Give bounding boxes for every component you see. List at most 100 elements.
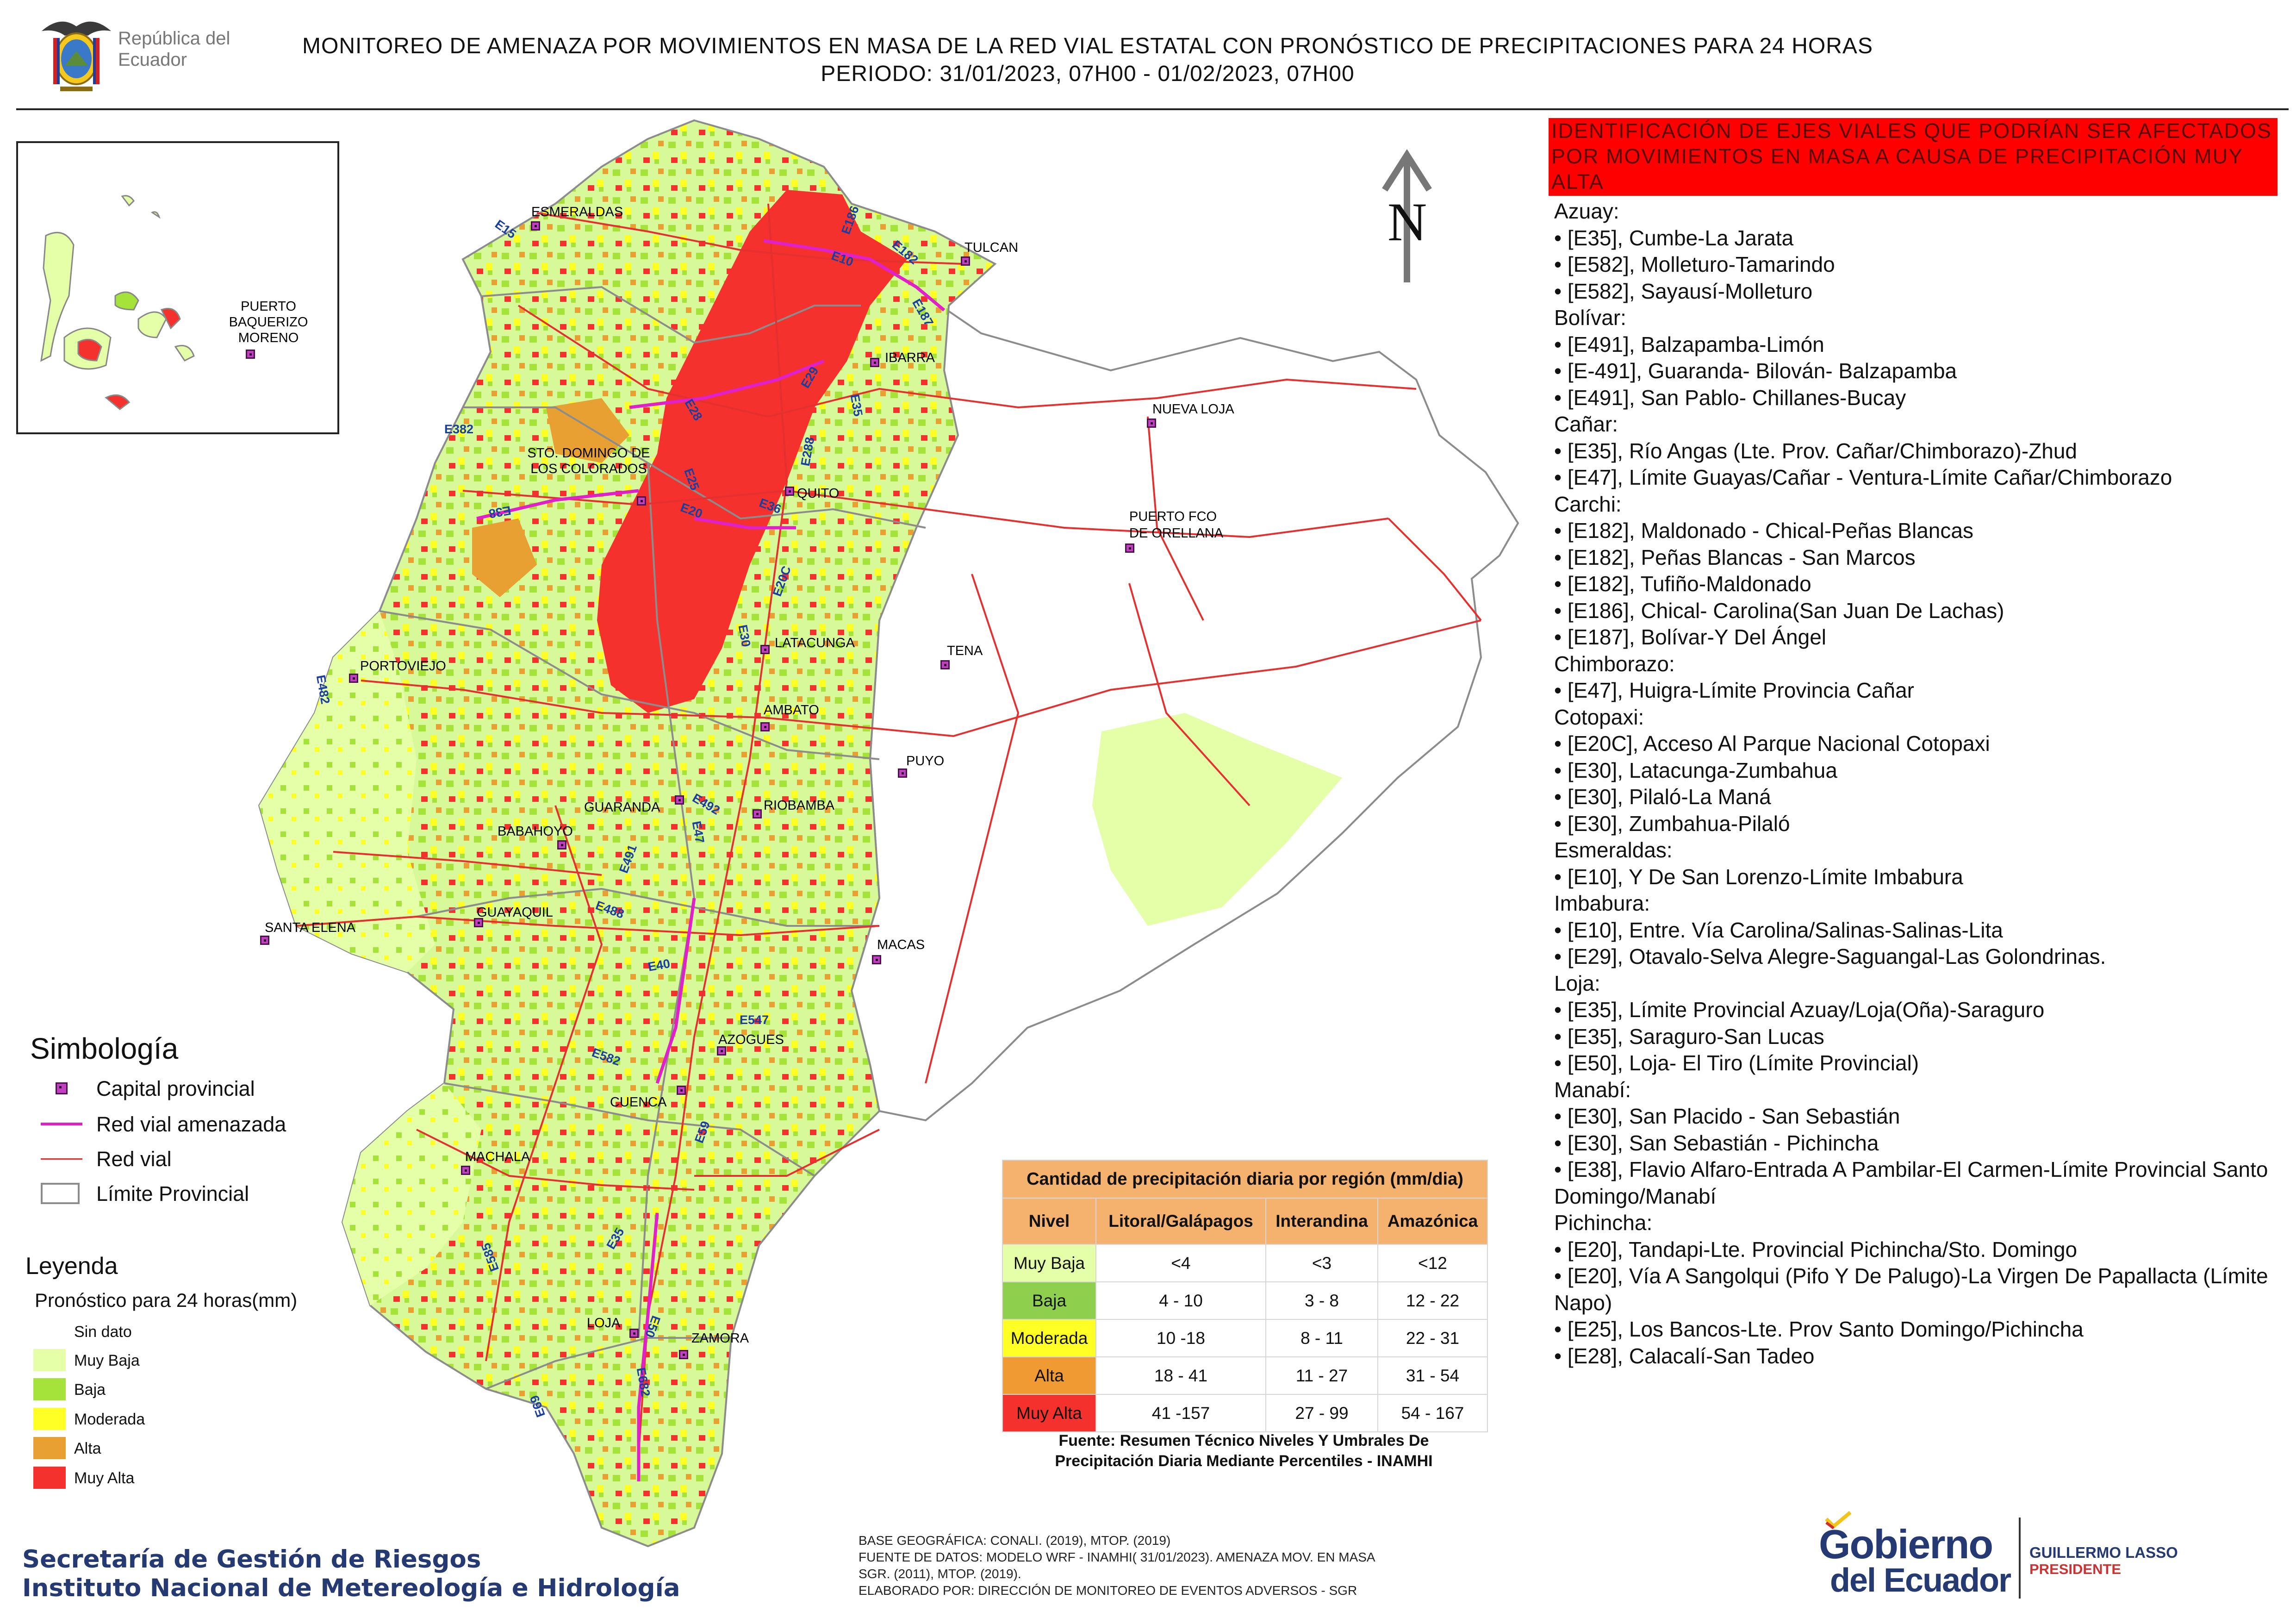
city-label: IBARRA — [885, 350, 935, 365]
province-heading: Manabí: — [1554, 1077, 1631, 1102]
capital-marker — [961, 256, 970, 266]
leyenda-title: Leyenda — [25, 1253, 118, 1280]
table-header: Litoral/Galápagos — [1095, 1198, 1266, 1245]
city-label: ZAMORA — [691, 1331, 749, 1346]
nivel-cell: Muy Baja — [1002, 1244, 1096, 1282]
muy-alta-zone — [597, 190, 907, 713]
road-item: • [E10], Y De San Lorenzo-Límite Imbabur… — [1554, 864, 1963, 889]
table-source: Fuente: Resumen Técnico Niveles Y Umbral… — [1002, 1430, 1486, 1471]
city-label: RIOBAMBA — [764, 798, 835, 813]
city-label: BABAHOYO — [498, 824, 573, 839]
road-item: • [E491], Balzapamba-Limón — [1554, 332, 1824, 356]
nivel-cell: Moderada — [1002, 1319, 1096, 1357]
province-heading: Chimborazo: — [1554, 651, 1675, 676]
road-item: • [E186], Chical- Carolina(San Juan De L… — [1554, 598, 2004, 623]
road-item: • [E582], Sayausí-Molleturo — [1554, 279, 1813, 303]
city-label-puerto-baquerizo: PUERTO BAQUERIZO MORENO — [229, 299, 308, 345]
legend-swatch — [33, 1437, 66, 1459]
president-role: PRESIDENTE — [2029, 1561, 2122, 1577]
nivel-cell: Muy Alta — [1002, 1394, 1096, 1432]
capital-marker — [870, 358, 879, 367]
road-item: • [E47], Límite Guayas/Cañar - Ventura-L… — [1554, 465, 2172, 489]
capital-marker — [872, 955, 881, 964]
city-label: PORTOVIEJO — [360, 659, 446, 674]
road-item: • [E50], Loja- El Tiro (Límite Provincia… — [1554, 1051, 1919, 1075]
legend-label: Muy Alta — [74, 1469, 135, 1487]
precipitation-threshold-table: Cantidad de precipitación diaria por reg… — [1002, 1160, 1488, 1432]
capital-marker — [557, 840, 566, 849]
ecuador-precipitation-map — [258, 119, 1519, 1548]
table-cell: 3 - 8 — [1265, 1281, 1378, 1320]
road-code-label: E547 — [740, 1013, 769, 1027]
table-cell: 22 - 31 — [1377, 1319, 1488, 1357]
capital-marker — [461, 1166, 470, 1175]
road-item: • [E28], Calacalí-San Tadeo — [1554, 1343, 1815, 1368]
road-item: • [E20], Tandapi-Lte. Provincial Pichinc… — [1554, 1237, 2078, 1262]
road-item: • [E20], Vía A Sangolqui (Pifo Y De Palu… — [1554, 1264, 2268, 1315]
capital-marker — [753, 809, 762, 818]
legend-label: Muy Baja — [74, 1352, 140, 1369]
road-item: • [E182], Maldonado - Chical-Peñas Blanc… — [1554, 518, 1973, 543]
table-cell: <12 — [1377, 1244, 1488, 1282]
province-heading: Bolívar: — [1554, 306, 1626, 330]
road-item: • [E35], Saraguro-San Lucas — [1554, 1024, 1824, 1049]
table-caption: Cantidad de precipitación diaria por reg… — [1002, 1160, 1488, 1199]
legend-swatch — [33, 1349, 66, 1371]
red-line-icon — [41, 1158, 82, 1160]
amazon-region — [850, 263, 1519, 1122]
table-source-line: Precipitación Diaria Mediante Percentile… — [1055, 1452, 1433, 1470]
capital-marker — [717, 1046, 726, 1056]
road-item: • [E29], Otavalo-Selva Alegre-Saguangal-… — [1554, 944, 2106, 968]
north-arrow-icon — [1382, 149, 1432, 282]
city-label: CUENCA — [610, 1095, 667, 1110]
capital-marker — [760, 722, 770, 731]
north-label: N — [1388, 192, 1427, 252]
city-label: ESMERALDAS — [531, 205, 623, 219]
capital-marker — [898, 768, 907, 778]
president-name: GUILLERMO LASSO — [2029, 1544, 2178, 1561]
table-row: Muy Baja <4 <3 <12 — [1002, 1244, 1488, 1282]
capital-marker — [679, 1350, 688, 1359]
city-label: GUAYAQUIL — [477, 905, 553, 920]
map-period: PERIODO: 31/01/2023, 07H00 - 01/02/2023,… — [821, 62, 1355, 86]
province-heading: Esmeraldas: — [1554, 838, 1673, 862]
city-label: QUITO — [797, 486, 840, 501]
road-item: • [E582], Molleturo-Tamarindo — [1554, 252, 1835, 276]
city-label: STO. DOMINGO DE LOS COLORADOS — [527, 446, 650, 476]
city-label: TENA — [947, 643, 983, 658]
province-heading: Azuay: — [1554, 199, 1619, 223]
capital-square-icon — [56, 1082, 68, 1094]
table-header: Interandina — [1265, 1198, 1378, 1245]
table-header: Amazónica — [1377, 1198, 1488, 1245]
threatened-roads-list: Azuay: • [E35], Cumbe-La Jarata • [E582]… — [1554, 198, 2276, 1369]
capital-marker — [474, 918, 483, 927]
road-item: • [E30], Pilaló-La Maná — [1554, 785, 1771, 809]
road-item: • [E491], San Pablo- Chillanes-Bucay — [1554, 385, 1906, 410]
road-item: • [E182], Tufiño-Maldonado — [1554, 572, 1811, 596]
province-box-icon — [41, 1183, 80, 1204]
del-ecuador-word: del Ecuador — [1830, 1562, 2011, 1599]
province-heading: Carchi: — [1554, 492, 1622, 516]
legend-swatch — [33, 1378, 66, 1400]
table-cell: 27 - 99 — [1265, 1394, 1378, 1432]
capital-marker — [1147, 418, 1156, 428]
leyenda-subtitle: Pronóstico para 24 horas(mm) — [35, 1289, 298, 1311]
province-heading: Loja: — [1554, 971, 1600, 995]
legend-swatch — [33, 1467, 66, 1489]
road-item: • [E35], Río Angas (Lte. Prov. Cañar/Chi… — [1554, 438, 2077, 463]
table-row: Baja 4 - 10 3 - 8 12 - 22 — [1002, 1281, 1488, 1320]
table-row: Alta 18 - 41 11 - 27 31 - 54 — [1002, 1356, 1488, 1395]
road-item: • [E-491], Guaranda- Bilován- Balzapamba — [1554, 359, 1957, 383]
road-item: • [E35], Cumbe-La Jarata — [1554, 225, 1794, 250]
org-name-sgr: Secretaría de Gestión de Riesgos — [22, 1545, 481, 1574]
capital-marker — [637, 496, 646, 506]
road-item: • [E38], Flavio Alfaro-Entrada A Pambila… — [1554, 1157, 2268, 1208]
city-label: AMBATO — [764, 703, 819, 718]
road-item: • [E30], San Placido - San Sebastián — [1554, 1104, 1900, 1128]
map-credits: BASE GEOGRÁFICA: CONALI. (2019), MTOP. (… — [859, 1532, 1506, 1599]
legend-label: Sin dato — [74, 1323, 132, 1341]
ecuador-coat-of-arms-icon — [42, 21, 111, 91]
nivel-cell: Baja — [1002, 1281, 1096, 1320]
logo-separator — [2019, 1518, 2021, 1599]
city-label: LOJA — [587, 1316, 621, 1330]
